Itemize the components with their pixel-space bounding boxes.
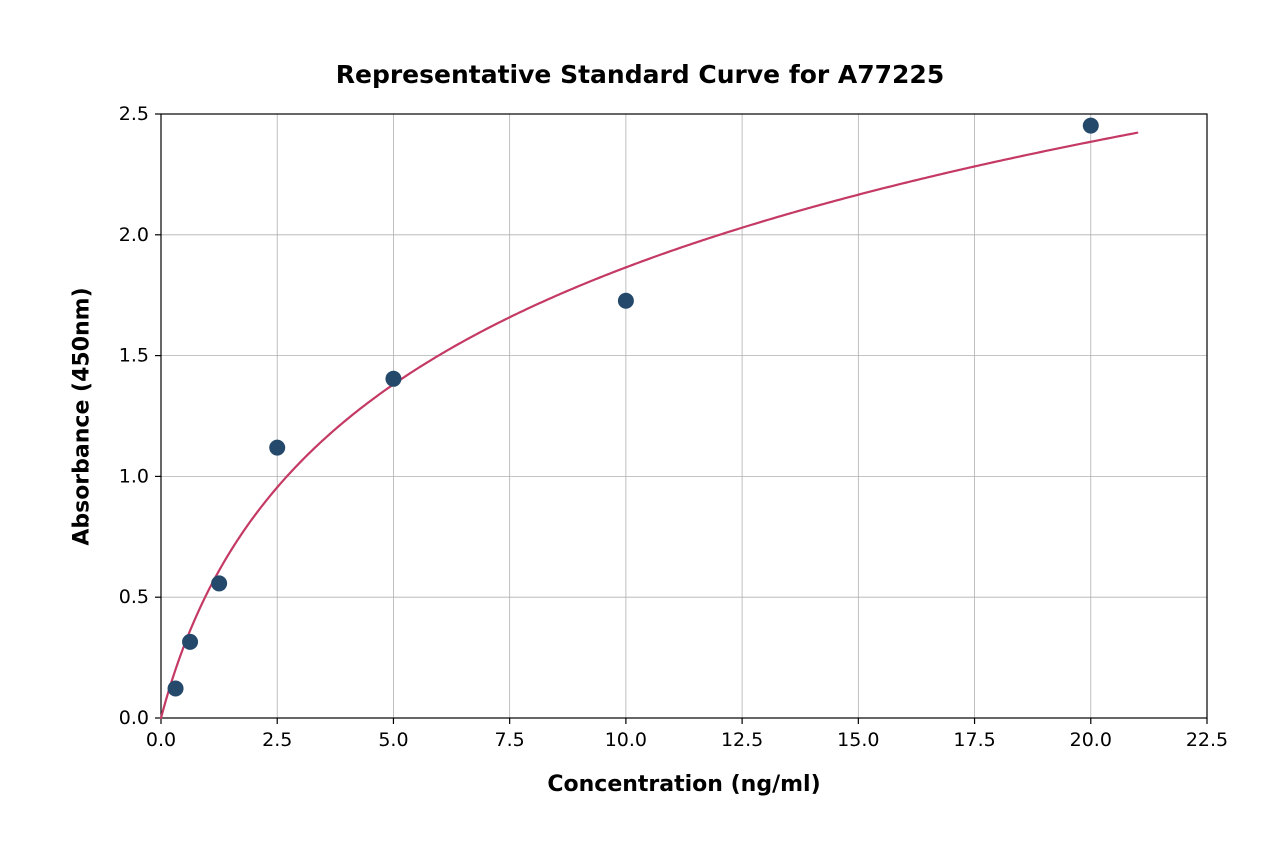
y-tick-label: 1.0 (119, 465, 149, 487)
y-tick-label: 0.0 (119, 707, 149, 729)
x-tick-label: 10.0 (605, 729, 647, 751)
plot-bg (161, 114, 1207, 718)
y-tick-label: 2.5 (119, 103, 149, 125)
x-tick-label: 17.5 (953, 729, 995, 751)
x-tick-label: 22.5 (1186, 729, 1228, 751)
y-axis-label: Absorbance (450nm) (70, 115, 95, 719)
data-point (1083, 118, 1099, 134)
data-point (618, 293, 634, 309)
chart-plot-area: 0.0 2.5 5.0 7.5 10.0 12.5 15.0 17.5 20.0 22.5 0.0 0… (0, 0, 1280, 845)
x-tick-label: 0.0 (146, 729, 176, 751)
x-tick-label: 5.0 (378, 729, 408, 751)
y-tick-label: 1.5 (119, 345, 149, 367)
data-point (168, 681, 184, 697)
x-tick-label: 20.0 (1070, 729, 1112, 751)
elisa-standard-curve-chart: Representative Standard Curve for A77225… (0, 0, 1280, 845)
data-point (211, 575, 227, 591)
x-tick-label: 12.5 (721, 729, 763, 751)
x-axis-label: Concentration (ng/ml) (161, 772, 1207, 797)
data-point (385, 371, 401, 387)
data-point (182, 634, 198, 650)
y-tick-label: 2.0 (119, 224, 149, 246)
x-tick-label: 15.0 (837, 729, 879, 751)
data-point (269, 440, 285, 456)
x-tick-label: 2.5 (262, 729, 292, 751)
y-tick-label: 0.5 (119, 586, 149, 608)
chart-title: Representative Standard Curve for A77225 (0, 60, 1280, 89)
x-tick-label: 7.5 (495, 729, 525, 751)
